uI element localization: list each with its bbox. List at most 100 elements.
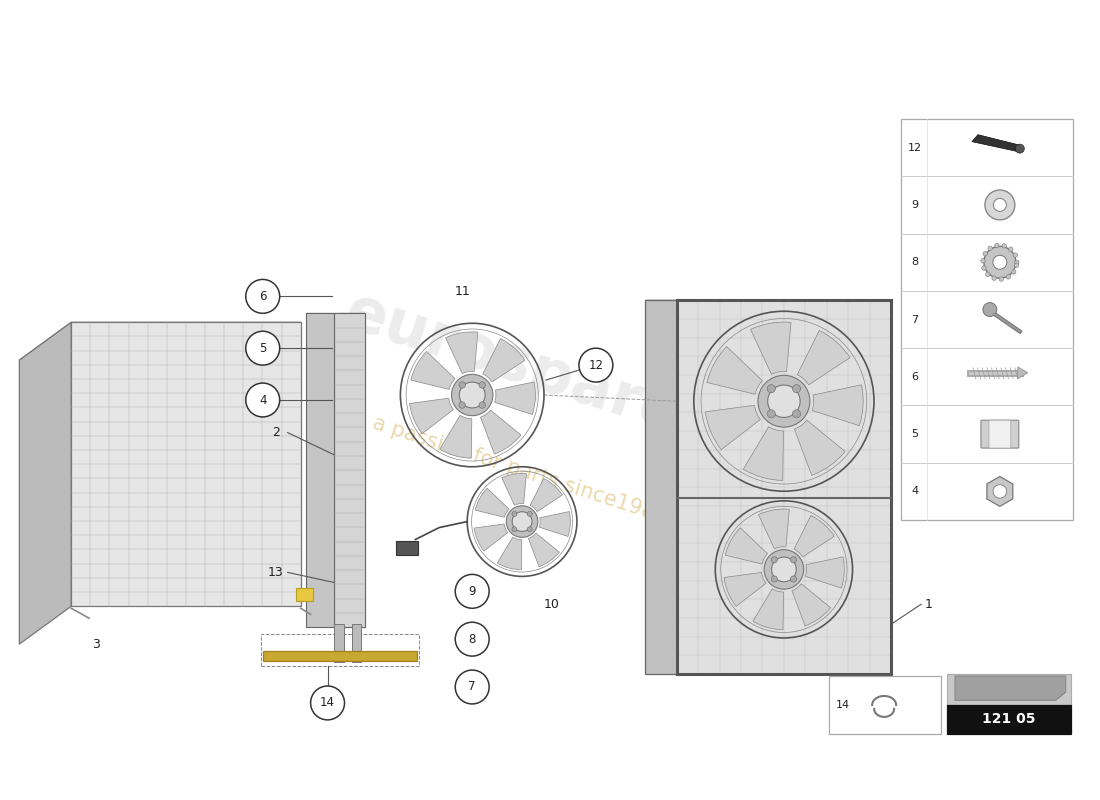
Text: 121 05: 121 05 — [982, 712, 1035, 726]
Circle shape — [767, 385, 775, 393]
Text: 1: 1 — [925, 598, 933, 610]
Polygon shape — [72, 322, 300, 606]
Polygon shape — [676, 300, 891, 674]
Wedge shape — [528, 533, 560, 566]
Polygon shape — [306, 314, 333, 627]
Polygon shape — [1018, 367, 1027, 379]
Wedge shape — [744, 426, 783, 481]
Wedge shape — [794, 420, 845, 475]
Polygon shape — [987, 477, 1013, 506]
Text: 12: 12 — [588, 358, 604, 372]
Polygon shape — [859, 300, 891, 674]
Wedge shape — [805, 557, 845, 588]
Text: 7: 7 — [469, 681, 476, 694]
Circle shape — [792, 385, 801, 393]
FancyBboxPatch shape — [947, 705, 1070, 734]
Polygon shape — [338, 314, 365, 627]
Circle shape — [758, 375, 810, 427]
Circle shape — [771, 576, 778, 582]
Wedge shape — [725, 528, 768, 564]
Circle shape — [791, 576, 796, 582]
Text: 4: 4 — [912, 486, 918, 497]
Wedge shape — [440, 415, 472, 458]
Circle shape — [245, 331, 279, 365]
Text: 6: 6 — [258, 290, 266, 303]
Circle shape — [767, 410, 775, 418]
Text: 2: 2 — [272, 426, 279, 439]
Text: 8: 8 — [912, 258, 918, 267]
FancyBboxPatch shape — [263, 651, 417, 661]
Circle shape — [983, 302, 997, 317]
Circle shape — [460, 382, 485, 408]
Wedge shape — [705, 406, 760, 450]
FancyBboxPatch shape — [396, 541, 418, 555]
Circle shape — [993, 485, 1007, 498]
Circle shape — [245, 383, 279, 417]
Circle shape — [983, 251, 988, 256]
Wedge shape — [724, 573, 766, 606]
Text: 9: 9 — [912, 200, 918, 210]
Wedge shape — [474, 524, 508, 551]
FancyBboxPatch shape — [352, 624, 362, 662]
Circle shape — [1015, 144, 1024, 153]
Text: 3: 3 — [92, 638, 100, 650]
FancyBboxPatch shape — [947, 674, 1070, 705]
FancyBboxPatch shape — [981, 420, 1019, 448]
Text: 10: 10 — [544, 598, 560, 610]
Polygon shape — [333, 314, 365, 627]
Circle shape — [459, 402, 465, 408]
FancyBboxPatch shape — [829, 676, 940, 734]
Circle shape — [1013, 253, 1018, 258]
Circle shape — [478, 382, 485, 388]
Circle shape — [993, 255, 1007, 270]
Circle shape — [455, 670, 490, 704]
Text: eurospares: eurospares — [338, 282, 723, 458]
Wedge shape — [750, 322, 791, 374]
Circle shape — [478, 402, 485, 408]
Circle shape — [245, 279, 279, 314]
Circle shape — [993, 198, 1007, 211]
Circle shape — [983, 246, 1015, 278]
Circle shape — [981, 258, 986, 263]
Wedge shape — [798, 330, 850, 385]
Wedge shape — [483, 338, 525, 382]
Text: 4: 4 — [258, 394, 266, 406]
Polygon shape — [645, 300, 676, 674]
Polygon shape — [296, 588, 312, 602]
Circle shape — [771, 557, 778, 563]
Wedge shape — [530, 478, 562, 512]
Text: 5: 5 — [258, 342, 266, 354]
Wedge shape — [759, 509, 790, 549]
Circle shape — [527, 511, 532, 516]
Text: 14: 14 — [836, 700, 850, 710]
Circle shape — [988, 246, 992, 250]
Wedge shape — [794, 515, 834, 557]
Text: 11: 11 — [454, 285, 470, 298]
Wedge shape — [495, 382, 536, 414]
Circle shape — [459, 382, 465, 388]
Circle shape — [512, 526, 517, 532]
Circle shape — [992, 276, 997, 280]
Circle shape — [986, 272, 990, 277]
Circle shape — [455, 622, 490, 656]
Text: 13: 13 — [267, 566, 284, 579]
Wedge shape — [481, 410, 521, 454]
Circle shape — [1002, 244, 1006, 248]
Circle shape — [771, 557, 796, 582]
Circle shape — [999, 277, 1003, 282]
Wedge shape — [539, 511, 570, 537]
Text: 8: 8 — [469, 633, 476, 646]
Circle shape — [764, 550, 804, 589]
Polygon shape — [955, 676, 1066, 700]
Circle shape — [451, 374, 493, 416]
Wedge shape — [752, 589, 783, 630]
Circle shape — [1009, 247, 1013, 251]
Text: 5: 5 — [912, 429, 918, 439]
Circle shape — [579, 348, 613, 382]
Wedge shape — [446, 332, 477, 374]
Wedge shape — [409, 398, 453, 434]
Circle shape — [1006, 274, 1011, 279]
Wedge shape — [707, 346, 762, 394]
Circle shape — [981, 266, 986, 270]
Wedge shape — [497, 537, 521, 570]
